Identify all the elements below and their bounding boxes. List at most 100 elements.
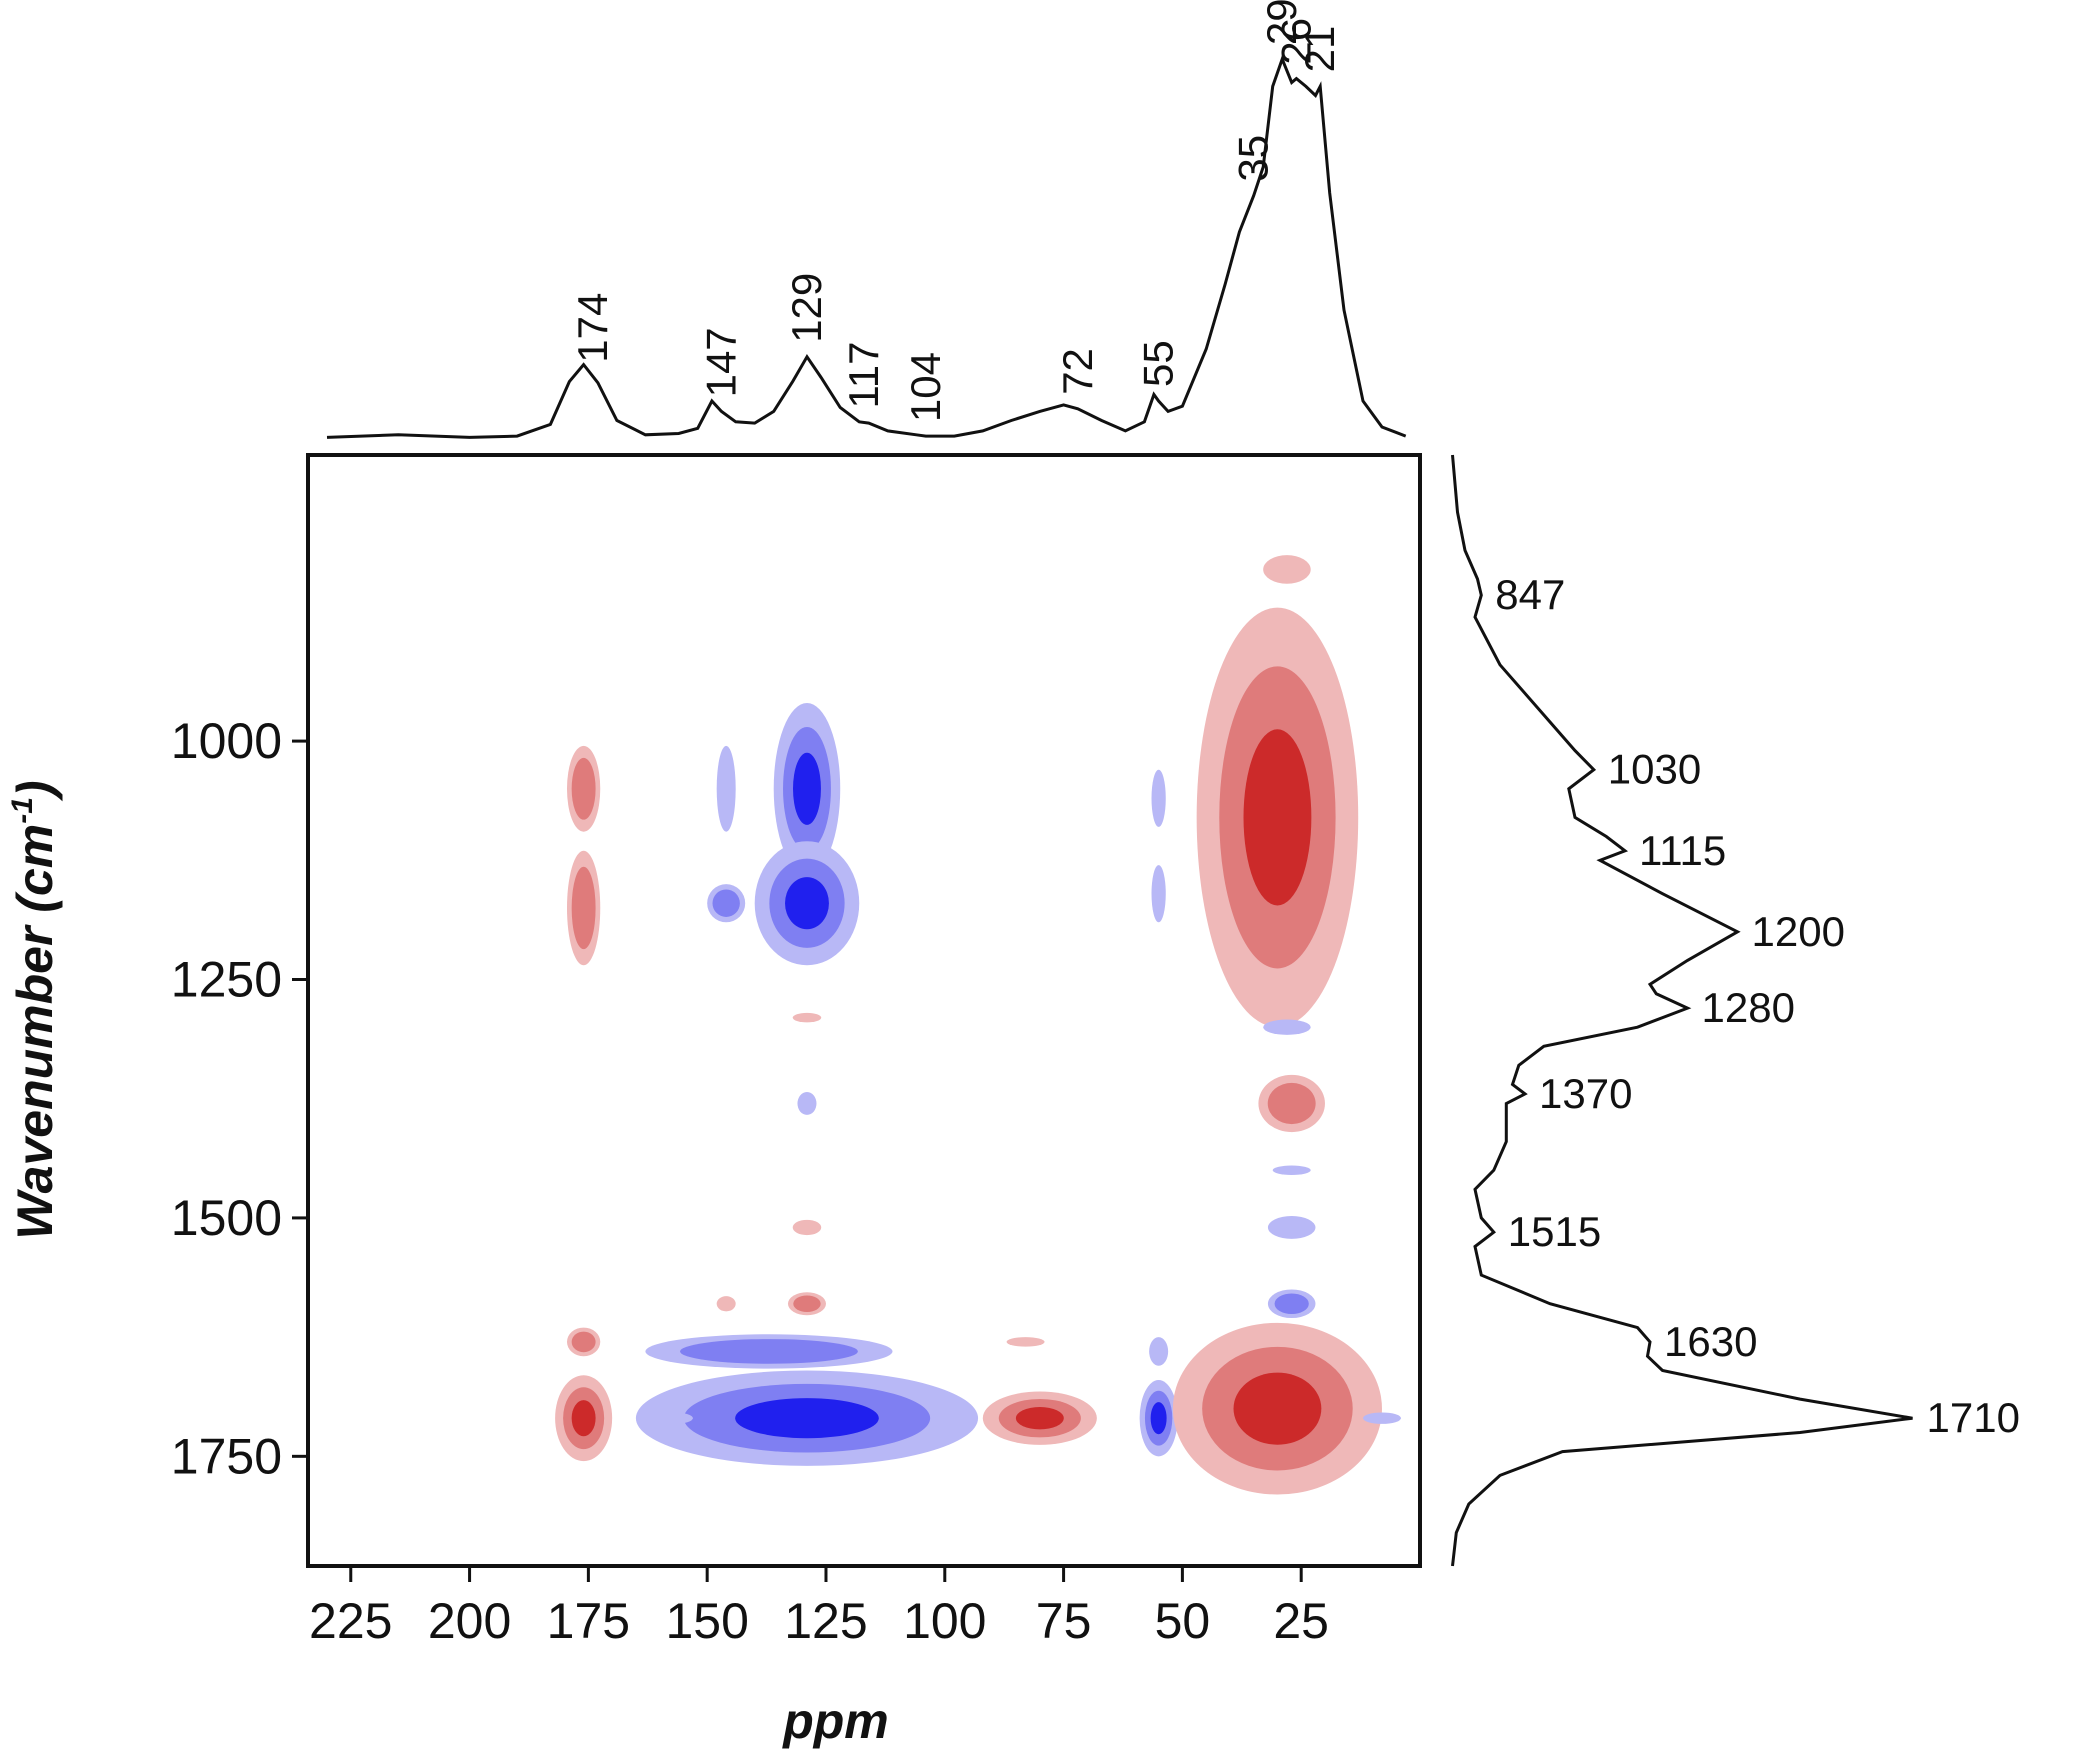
correlation-peak (555, 1375, 613, 1462)
correlation-peak (797, 1092, 817, 1115)
top-peak-label: 55 (1135, 340, 1182, 387)
contour-level-1 (797, 1092, 817, 1115)
contour-level-1 (1263, 555, 1311, 584)
y-tick-label: 1000 (171, 713, 282, 769)
contour-level-1 (716, 745, 736, 832)
contour-level-2 (571, 757, 596, 820)
contour-level-1 (1151, 769, 1166, 827)
correlation-peak (566, 1327, 601, 1357)
contour-level-2 (793, 1295, 821, 1312)
contour-level-1 (1149, 1337, 1169, 1366)
correlation-peak (1149, 1337, 1169, 1366)
correlation-peak (654, 1412, 693, 1424)
contour-level-2 (571, 1331, 596, 1353)
contour-level-2 (1267, 1082, 1316, 1125)
contour-level-1 (1267, 1216, 1316, 1239)
y-axis-title: Wavenumber (cm-1) (6, 780, 63, 1239)
contour-level-1 (792, 1012, 822, 1023)
contour-level-1 (716, 1296, 736, 1312)
x-tick-label: 125 (784, 1593, 867, 1649)
correlation-peak (1151, 769, 1166, 827)
y-axis-title-superscript: -1 (6, 797, 39, 824)
contour-level-1 (1362, 1412, 1401, 1424)
top-peak-label: 129 (783, 273, 830, 343)
y-axis-title-suffix: ) (7, 780, 63, 802)
top-peak-label: 29 (1258, 0, 1305, 45)
correlation-peak (1172, 1322, 1382, 1495)
correlation-peak (1196, 607, 1359, 1028)
correlation-peak (1006, 1337, 1045, 1347)
correlation-peak (1362, 1412, 1401, 1424)
contour-level-3 (1150, 1402, 1167, 1435)
correlation-peak (787, 1292, 826, 1316)
top-nmr-spectrum (326, 54, 1407, 439)
top-peak-label: 72 (1054, 348, 1101, 395)
plot-frame (306, 453, 1422, 1568)
correlation-peak (635, 1370, 979, 1466)
top-peak-label: 35 (1230, 135, 1277, 182)
correlation-peak (1263, 555, 1311, 584)
correlation-peak (716, 745, 736, 832)
contour-level-3 (735, 1398, 879, 1439)
top-peak-label: 147 (697, 327, 744, 397)
side-peak-label: 1515 (1508, 1208, 1601, 1255)
contour-level-1 (1006, 1337, 1045, 1347)
top-peak-label: 21 (1296, 26, 1343, 73)
x-tick-label: 25 (1273, 1593, 1329, 1649)
y-tick-label: 1250 (171, 952, 282, 1008)
side-peak-label: 1630 (1664, 1318, 1757, 1365)
side-ir-spectrum (1451, 454, 1913, 1567)
correlation-peak (1258, 1074, 1325, 1133)
top-peak-label: 104 (902, 352, 949, 422)
side-peak-label: 1710 (1927, 1394, 2020, 1441)
contour-level-2 (1274, 1293, 1309, 1315)
correlation-peak (566, 745, 601, 832)
side-peak-label: 1280 (1702, 984, 1795, 1031)
x-tick-label: 100 (903, 1593, 986, 1649)
correlation-peak (792, 1012, 822, 1023)
x-tick-label: 200 (428, 1593, 511, 1649)
y-axis-title-main: Wavenumber (cm (7, 824, 63, 1240)
top-peak-label: 117 (840, 341, 887, 408)
side-peak-label: 847 (1495, 571, 1565, 618)
contour-level-1 (792, 1219, 822, 1236)
contour-level-3 (571, 1400, 596, 1437)
x-tick-label: 175 (547, 1593, 630, 1649)
contour-level-3 (785, 877, 829, 930)
contour-level-3 (1015, 1406, 1064, 1430)
side-peak-label: 1370 (1539, 1070, 1632, 1117)
x-axis-title: ppm (781, 1693, 889, 1749)
contour-level-2 (712, 889, 740, 917)
x-tick-label: 225 (309, 1593, 392, 1649)
correlation-peak (645, 1334, 893, 1369)
correlation-peak (982, 1391, 1097, 1445)
correlation-peak (792, 1219, 822, 1236)
x-axis-ticks: 225 200 175 150 125 100 75 50 25 (309, 1566, 1329, 1649)
correlation-peak (1272, 1165, 1311, 1176)
correlation-peak (1139, 1380, 1178, 1457)
correlation-peak (707, 884, 746, 923)
correlation-peak (754, 841, 860, 966)
top-peak-label: 174 (569, 293, 616, 363)
contour-level-2 (679, 1339, 858, 1364)
y-tick-label: 1750 (171, 1428, 282, 1484)
correlation-peak (1267, 1289, 1316, 1319)
y-axis-ticks: 1000 1250 1500 1750 (171, 713, 308, 1484)
side-peak-label: 1200 (1752, 908, 1845, 955)
contour-level-3 (1233, 1372, 1322, 1445)
contour-level-1 (1151, 865, 1166, 923)
contour-level-1 (1263, 1019, 1311, 1035)
correlation-peak (1151, 865, 1166, 923)
correlation-peak (716, 1296, 736, 1312)
top-peak-label: 26 (1272, 18, 1319, 65)
x-tick-label: 150 (665, 1593, 748, 1649)
contour-level-3 (1243, 729, 1312, 906)
correlation-peak (1263, 1019, 1311, 1035)
contour-level-1 (1272, 1165, 1311, 1176)
side-peak-label: 1030 (1608, 746, 1701, 793)
correlation-peak (1267, 1216, 1316, 1239)
contour-level-2 (571, 866, 596, 950)
contour-level-3 (793, 752, 821, 825)
